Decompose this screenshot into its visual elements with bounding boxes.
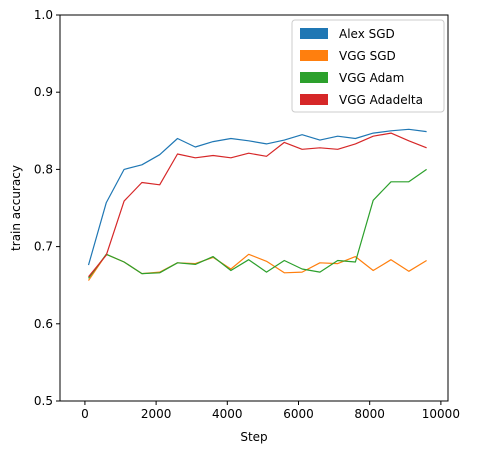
x-axis: 0 2000 4000 6000 8000 10000 [81,401,460,421]
x-tick-label: 4000 [212,407,243,421]
series-line-vgg-adam [88,168,427,279]
legend-box [291,19,445,113]
legend-label-alex-sgd: Alex SGD [339,27,395,41]
x-tick-label: 2000 [141,407,172,421]
series-line-alex-sgd [87,128,427,266]
series-line-vgg-adadelta [88,132,427,278]
y-tick-label: 0.7 [34,240,53,254]
legend: Alex SGD VGG SGD VGG Adam VGG Adadelta [291,19,445,113]
legend-swatch-vgg-sgd [300,50,328,61]
legend-label-vgg-sgd: VGG SGD [339,49,396,63]
legend-swatch-alex-sgd [300,28,328,39]
x-tick-label: 6000 [283,407,314,421]
x-tick-label: 0 [81,407,89,421]
y-tick-label: 0.9 [34,85,53,99]
y-axis: 0.5 0.6 0.7 0.8 0.9 1.0 [34,8,60,408]
y-tick-label: 1.0 [34,8,53,22]
legend-label-vgg-adadelta: VGG Adadelta [339,93,423,107]
plot-frame [59,14,449,402]
y-tick-label: 0.8 [34,162,53,176]
legend-swatch-vgg-adadelta [300,94,328,105]
x-axis-label: Step [240,430,267,444]
legend-label-vgg-adam: VGG Adam [339,71,404,85]
x-tick-label: 8000 [354,407,385,421]
x-tick-label: 10000 [422,407,460,421]
y-axis-label: train accuracy [9,165,23,251]
y-tick-label: 0.5 [34,394,53,408]
y-tick-label: 0.6 [34,317,53,331]
legend-swatch-vgg-adam [300,72,328,83]
plot-lines [87,128,427,281]
